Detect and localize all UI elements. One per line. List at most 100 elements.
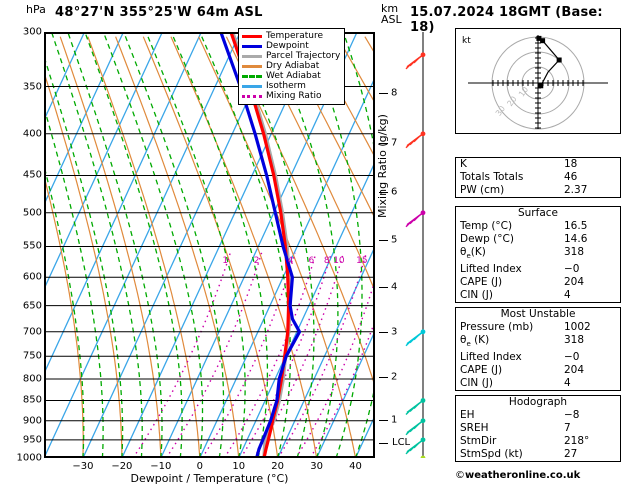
legend-swatch [242,54,262,58]
height-unit-label: km ASL [381,3,402,25]
hodograph-ring-label: 10 [517,85,530,99]
legend-label: Parcel Trajectory [266,50,341,61]
legend-label: Dewpoint [266,40,309,51]
stat-key: EH [460,409,475,421]
pressure-tick-label: 950 [22,434,42,446]
height-tick-label: 6 [391,186,398,198]
stat-row: θe (K) 318 [456,334,620,351]
height-tick [379,240,388,242]
skewt-canvas [44,32,375,458]
legend-swatch [242,64,262,68]
stat-row: K 18 [456,158,620,171]
temperature-curve [229,32,291,458]
stat-row: EH −8 [456,409,620,422]
hodograph-panel: kt 10 20 30 [455,28,621,134]
legend-label: Mixing Ratio [266,90,322,101]
mixing-ratio-value-label: 10 [333,256,345,267]
temperature-tick-label: 0 [196,461,203,472]
stat-key: CIN (J) [460,377,493,390]
stat-row: Temp (°C) 16.5 [456,220,620,233]
stat-row: PW (cm) 2.37 [456,184,620,197]
stat-row: CAPE (J) 204 [456,276,620,289]
mixing-ratio-value-label: 15 [356,256,368,267]
stat-value: 204 [564,276,585,289]
legend-swatch [242,84,262,88]
hodograph-ticks [492,37,584,129]
height-tick-label: 2 [391,371,398,383]
temperature-tick-label: 10 [232,461,246,472]
most-unstable-panel: Most Unstable Pressure (mb) 1002 θe (K) 318 L… [455,307,621,392]
stat-key: θe(K) [460,246,486,261]
copyright-mark: © [455,470,465,481]
temperature-tick-label: −10 [150,461,172,472]
temperature-tick-label: 40 [349,461,362,472]
run-title: 15.07.2024 18GMT (Base: 18) [410,5,603,35]
stat-value: 204 [564,364,585,377]
pressure-tick-label: 400 [22,128,42,140]
hodograph-trace [536,35,562,89]
pressure-tick-label: 300 [22,26,42,38]
pressure-tick-label: 650 [22,300,42,312]
stat-value: 1002 [564,321,591,333]
stat-key: Dewp (°C) [460,233,514,245]
mixing-ratio-value-label: 2 [253,256,260,267]
stat-row: StmSpd (kt) 27 [456,448,620,461]
pressure-tick-label: 700 [22,326,42,338]
pressure-tick-label: 1000 [16,452,42,464]
hodograph-stats-panel: Hodograph EH −8 SREH 7 StmDir 218° StmSpd (kt) 2… [455,395,621,462]
stat-value: 318 [564,334,585,346]
pressure-tick-label: 900 [22,415,42,427]
isobar-lines [44,32,375,458]
mixing-ratio-value-label: 1 [222,256,229,267]
stat-value: 4 [564,289,571,302]
panel-title: Most Unstable [500,308,576,320]
pressure-unit-label: hPa [26,3,46,16]
height-tick [379,92,388,94]
height-axis: 1 2 3 4 5 6 7 8 [377,32,433,458]
stat-value: 4 [564,377,571,390]
stat-key: Totals Totals [460,171,524,183]
stat-key: CIN (J) [460,289,493,302]
stat-value: −8 [564,409,580,421]
stat-row: CIN (J) 4 [456,289,620,302]
legend-item-dry-adiabat: Dry Adiabat [242,61,340,71]
mixing-ratio-labels: 1 2 4 6 8 10 15 [44,32,375,458]
lcl-label: LCL [392,436,411,448]
pressure-tick-label: 500 [22,207,42,219]
stat-key: CAPE (J) [460,276,503,289]
stat-row: SREH 7 [456,422,620,435]
legend-label: Isotherm [266,80,306,91]
panel-title: Hodograph [508,396,568,408]
stat-key: PW (cm) [460,184,505,196]
height-unit-line2: ASL [381,13,402,26]
height-tick [379,286,388,288]
legend-label: Wet Adiabat [266,70,321,81]
pressure-tick-label: 450 [22,169,42,181]
legend-swatch [242,94,262,98]
height-tick-label: 7 [391,137,398,149]
pressure-tick-label: 850 [22,394,42,406]
legend: Temperature Dewpoint Parcel Trajectory Dry … [238,28,346,105]
stat-key: Temp (°C) [460,220,513,232]
wind-barb-strip [398,32,432,473]
mixing-ratio-value-label: 4 [287,256,294,267]
pressure-axis: 300 350 400 450 500 550 600 650 700 750 800 850 900 9… [14,27,42,464]
height-tick-label: 8 [391,87,398,99]
height-tick [379,376,388,378]
stat-row: Totals Totals 46 [456,171,620,184]
panel-title: Surface [517,207,558,219]
pressure-tick-label: 550 [22,240,42,252]
stat-value: 2.37 [564,184,588,196]
stat-key: CAPE (J) [460,364,503,377]
stat-row: StmDir 218° [456,435,620,448]
mixing-ratio-lines [132,252,375,458]
stat-value: 7 [564,422,571,434]
stat-key: Lifted Index [460,263,522,276]
station-title: 48°27'N 355°25'W 64m ASL [55,5,263,20]
wind-barbs [405,32,426,473]
copyright-text: weatheronline.co.uk [465,470,581,481]
legend-item-dewpoint: Dewpoint [242,41,340,51]
stat-key: θe (K) [460,334,490,349]
temperature-axis: −30 −20 −10 0 10 20 30 40 [44,461,375,475]
